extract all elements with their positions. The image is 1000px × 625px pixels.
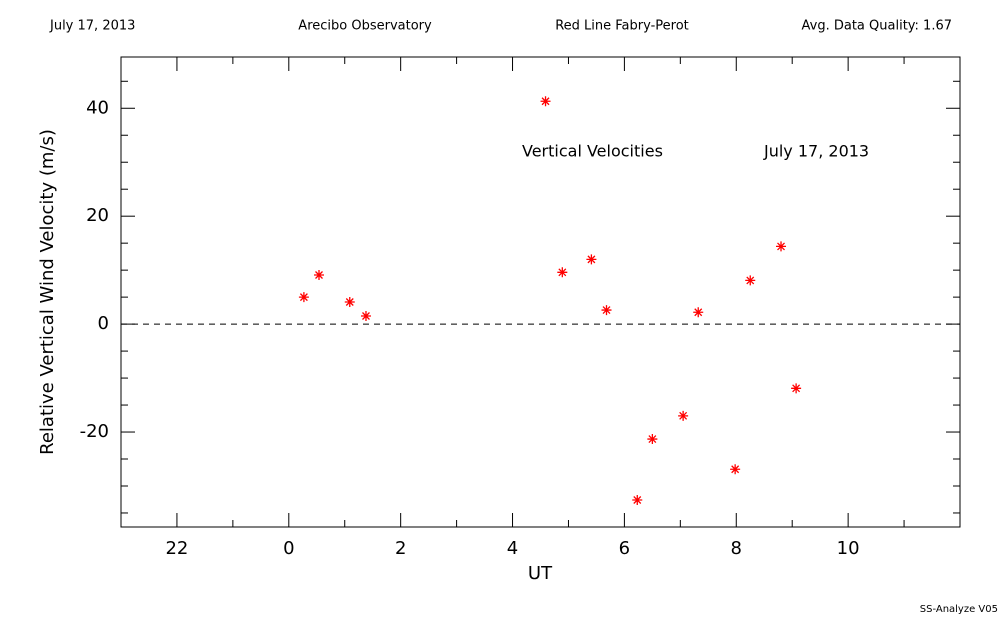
x-axis-label: UT: [528, 563, 553, 584]
data-point: [601, 305, 612, 316]
annotation: Vertical Velocities: [522, 142, 663, 161]
y-tick-label: 40: [86, 97, 109, 118]
data-point: [540, 96, 551, 107]
asterisk: [344, 296, 355, 307]
asterisk: [791, 383, 802, 394]
data-point: [586, 254, 597, 265]
y-tick-label: 20: [86, 205, 109, 226]
asterisk: [693, 307, 704, 318]
asterisk: [314, 270, 325, 281]
data-point: [776, 241, 787, 252]
asterisk: [776, 241, 787, 252]
asterisk: [298, 292, 309, 303]
data-point: [647, 434, 658, 445]
plot-frame: [120, 56, 961, 528]
footer: SS-Analyze V05: [920, 604, 998, 615]
asterisk: [647, 434, 658, 445]
data-point: [791, 383, 802, 394]
header-instrument: Red Line Fabry-Perot: [555, 19, 689, 34]
asterisk: [601, 305, 612, 316]
y-tick-label: -20: [80, 421, 109, 442]
asterisk: [586, 254, 597, 265]
annotation: July 17, 2013: [763, 142, 869, 161]
header-date: July 17, 2013: [49, 19, 135, 34]
x-tick-label: 22: [165, 538, 188, 559]
data-point: [730, 464, 741, 475]
data-point: [314, 270, 325, 281]
y-tick-label: 0: [98, 313, 109, 334]
data-point: [344, 296, 355, 307]
header-quality: Avg. Data Quality: 1.67: [802, 19, 952, 34]
asterisk: [730, 464, 741, 475]
data-point: [360, 311, 371, 322]
data-point: [678, 410, 689, 421]
x-tick-label: 2: [395, 538, 406, 559]
asterisk: [632, 495, 643, 506]
data-point: [632, 495, 643, 506]
x-tick-label: 10: [837, 538, 860, 559]
y-axis-label: Relative Vertical Wind Velocity (m/s): [37, 129, 58, 455]
x-tick-label: 6: [619, 538, 630, 559]
asterisk: [678, 410, 689, 421]
header-site: Arecibo Observatory: [298, 19, 432, 34]
data-point: [745, 275, 756, 286]
data-point: [298, 292, 309, 303]
asterisk: [557, 267, 568, 278]
asterisk: [540, 96, 551, 107]
x-tick-label: 8: [731, 538, 742, 559]
x-tick-label: 0: [283, 538, 294, 559]
asterisk: [745, 275, 756, 286]
x-tick-label: 4: [507, 538, 518, 559]
asterisk: [360, 311, 371, 322]
data-point: [693, 307, 704, 318]
data-point: [557, 267, 568, 278]
